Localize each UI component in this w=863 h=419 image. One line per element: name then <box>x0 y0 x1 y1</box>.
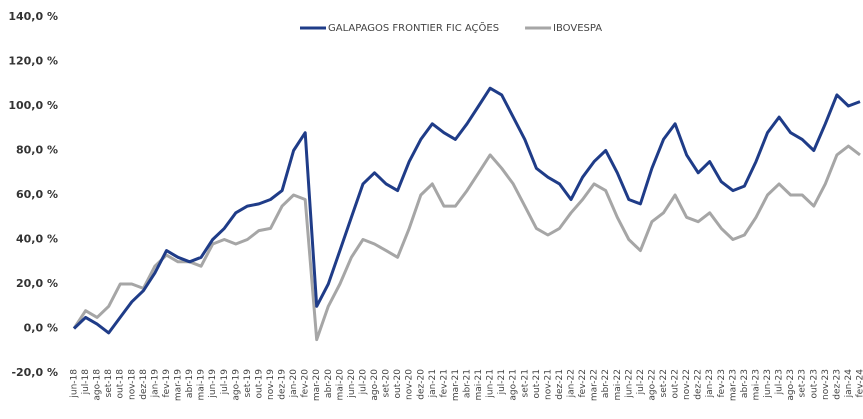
x-tick-label: fev-19 <box>162 369 172 398</box>
x-tick-label: nov-22 <box>682 369 692 400</box>
x-tick-label: abr-21 <box>463 369 473 398</box>
x-tick-label: nov-18 <box>127 369 137 400</box>
x-tick-label: fev-20 <box>301 369 311 398</box>
legend-label: GALAPAGOS FRONTIER FIC AÇÕES <box>328 21 499 34</box>
x-tick-label: ago-18 <box>93 369 103 401</box>
x-tick-label: ago-19 <box>231 369 241 401</box>
x-tick-label: fev-23 <box>717 369 727 398</box>
x-tick-label: jan-24 <box>844 369 854 399</box>
series-line <box>72 86 861 335</box>
y-tick-label: 0,0 % <box>24 322 58 335</box>
x-tick-label: set-18 <box>104 369 114 398</box>
x-tick-label: mai-22 <box>613 369 623 400</box>
x-tick-label: mar-19 <box>174 369 184 401</box>
x-tick-label: jan-20 <box>289 369 299 399</box>
x-tick-label: jun-20 <box>347 369 357 399</box>
x-tick-label: ago-20 <box>370 369 380 401</box>
x-tick-label: mai-19 <box>197 369 207 401</box>
x-tick-label: abr-22 <box>601 369 611 398</box>
x-tick-label: dez-22 <box>694 369 704 400</box>
x-tick-label: out-21 <box>532 369 542 398</box>
x-tick-label: jul-18 <box>81 369 91 396</box>
x-tick-label: jul-21 <box>497 369 507 395</box>
x-tick-label: ago-21 <box>509 369 519 401</box>
x-tick-label: set-20 <box>382 369 392 398</box>
x-tick-label: out-19 <box>254 369 264 399</box>
x-tick-label: jun-21 <box>486 369 496 399</box>
x-tick-label: jun-19 <box>208 369 218 399</box>
x-tick-label: nov-21 <box>543 369 553 400</box>
x-tick-label: mai-20 <box>335 369 345 401</box>
x-tick-label: jan-23 <box>705 369 715 398</box>
x-tick-label: mai-23 <box>751 369 761 400</box>
y-tick-label: 100,0 % <box>8 99 58 112</box>
x-tick-label: abr-23 <box>740 369 750 398</box>
x-tick-label: mar-20 <box>312 369 322 401</box>
x-tick-label: jun-18 <box>70 369 80 399</box>
x-tick-label: jan-21 <box>428 369 438 398</box>
x-tick-label: fev-24 <box>856 369 863 398</box>
x-tick-label: mai-21 <box>474 369 484 400</box>
x-tick-label: mar-22 <box>590 369 600 401</box>
x-tick-label: set-22 <box>659 369 669 397</box>
x-tick-label: set-21 <box>520 369 530 397</box>
x-tick-label: out-18 <box>116 369 126 399</box>
y-tick-label: 140,0 % <box>8 10 58 23</box>
x-tick-label: out-20 <box>393 369 403 399</box>
x-tick-label: set-19 <box>243 369 253 398</box>
x-tick-label: jun-22 <box>624 369 634 399</box>
x-tick-label: out-23 <box>809 369 819 398</box>
x-tick-label: abr-19 <box>185 369 195 398</box>
x-tick-label: nov-19 <box>266 369 276 400</box>
series-line <box>72 144 861 342</box>
y-tick-label: -20,0 % <box>11 366 58 379</box>
x-tick-label: jul-23 <box>775 369 785 395</box>
x-tick-label: dez-21 <box>555 369 565 400</box>
x-tick-label: mar-23 <box>728 369 738 401</box>
x-tick-label: jul-19 <box>220 369 230 396</box>
y-tick-label: 40,0 % <box>16 233 58 246</box>
y-tick-label: 80,0 % <box>16 144 58 157</box>
x-tick-label: dez-20 <box>416 369 426 400</box>
x-tick-label: mar-21 <box>451 369 461 401</box>
x-tick-label: jul-20 <box>358 369 368 396</box>
y-tick-label: 60,0 % <box>16 188 58 201</box>
x-tick-label: fev-22 <box>578 369 588 398</box>
y-tick-label: 120,0 % <box>8 55 58 68</box>
x-tick-label: ago-22 <box>647 369 657 401</box>
x-tick-label: jan-19 <box>150 369 160 399</box>
x-tick-label: fev-21 <box>439 369 449 398</box>
y-tick-label: 20,0 % <box>16 277 58 290</box>
x-tick-label: abr-20 <box>324 369 334 398</box>
x-tick-label: dez-19 <box>278 369 288 400</box>
x-tick-label: nov-20 <box>405 369 415 400</box>
x-tick-label: nov-23 <box>821 369 831 400</box>
x-tick-label: jun-23 <box>763 369 773 399</box>
x-tick-label: jan-22 <box>567 369 577 398</box>
x-tick-label: dez-18 <box>139 369 149 400</box>
x-tick-label: set-23 <box>798 369 808 397</box>
x-tick-label: ago-23 <box>786 369 796 401</box>
x-tick-label: dez-23 <box>832 369 842 400</box>
x-tick-label: out-22 <box>671 369 681 398</box>
x-tick-label: jul-22 <box>636 369 646 395</box>
legend-label: IBOVESPA <box>553 23 602 34</box>
